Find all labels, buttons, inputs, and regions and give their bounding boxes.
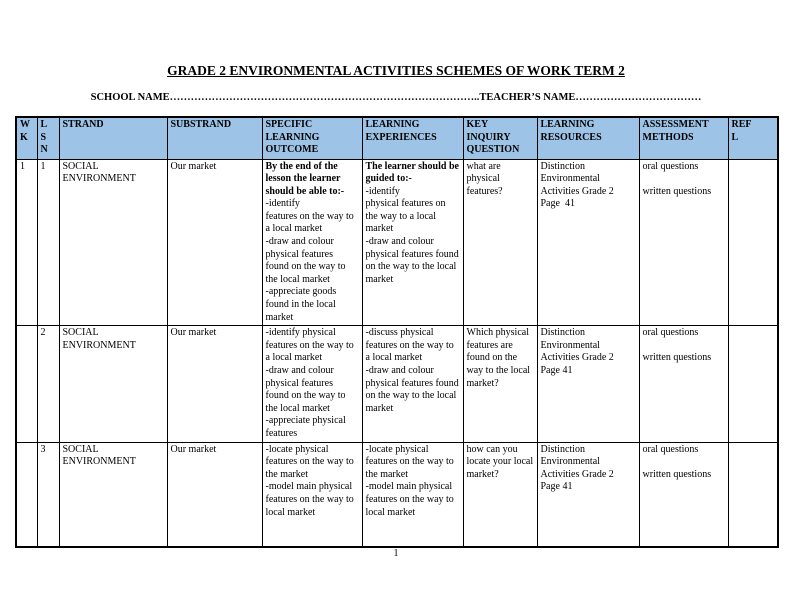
col-header-lsn: L S N — [36, 116, 60, 160]
cell-learning-resources: Distinction Environmental Activities Gra… — [536, 325, 640, 443]
table-header-row: W K L S N STRAND SUBSTRAND SPECIFIC LEAR… — [15, 116, 779, 160]
cell-specific-learning-outcome: By the end of the lesson the learner sho… — [261, 158, 363, 327]
cell-learning-resources: Distinction Environmental Activities Gra… — [536, 158, 640, 327]
cell-key-inquiry-question: what are physical features? — [462, 158, 538, 327]
cell-lsn: 2 — [36, 325, 60, 443]
cell-refl — [727, 158, 779, 327]
cell-refl — [727, 325, 779, 443]
schemes-of-work-table: W K L S N STRAND SUBSTRAND SPECIFIC LEAR… — [15, 116, 779, 549]
cell-lsn: 1 — [36, 158, 60, 327]
cell-wk — [15, 325, 38, 443]
outcome-body: -locate physical features on the way to … — [265, 443, 354, 518]
experiences-body: -identify physical features on the way t… — [365, 185, 459, 285]
experiences-body: -locate physical features on the way to … — [365, 443, 454, 518]
cell-assessment-methods: oral questions written questions — [638, 441, 729, 548]
page-title: GRADE 2 ENVIRONMENTAL ACTIVITIES SCHEMES… — [167, 63, 625, 78]
experiences-intro: The learner should be guided to:- — [365, 160, 459, 185]
cell-assessment-methods: oral questions written questions — [638, 158, 729, 327]
cell-learning-experiences: -discuss physical features on the way to… — [361, 325, 464, 443]
school-teacher-name-line: SCHOOL NAME……………………………………………………………………………… — [90, 92, 702, 103]
cell-key-inquiry-question: how can you locate your local market? — [462, 441, 538, 548]
col-header-strand: STRAND — [58, 116, 168, 160]
cell-assessment-methods: oral questions written questions — [638, 325, 729, 443]
cell-substrand: Our market — [166, 158, 263, 327]
cell-specific-learning-outcome: -locate physical features on the way to … — [261, 441, 363, 548]
col-header-assessment-methods: ASSESSMENT METHODS — [638, 116, 729, 160]
cell-lsn: 3 — [36, 441, 60, 548]
table-row: 2 SOCIAL ENVIRONMENT Our market -identif… — [15, 325, 779, 443]
col-header-learning-resources: LEARNING RESOURCES — [536, 116, 640, 160]
cell-wk — [15, 441, 38, 548]
col-header-specific-learning-outcome: SPECIFIC LEARNING OUTCOME — [261, 116, 363, 160]
col-header-wk: W K — [15, 116, 38, 160]
outcome-body: -identify physical features on the way t… — [265, 327, 354, 439]
cell-strand: SOCIAL ENVIRONMENT — [58, 441, 168, 548]
col-header-substrand: SUBSTRAND — [166, 116, 263, 160]
cell-learning-experiences: -locate physical features on the way to … — [361, 441, 464, 548]
table-row: 1 1 SOCIAL ENVIRONMENT Our market By the… — [15, 158, 779, 327]
table-row: 3 SOCIAL ENVIRONMENT Our market -locate … — [15, 441, 779, 548]
cell-substrand: Our market — [166, 441, 263, 548]
cell-learning-experiences: The learner should be guided to:- -ident… — [361, 158, 464, 327]
cell-refl — [727, 441, 779, 548]
page-number: 1 — [393, 548, 399, 559]
cell-learning-resources: Distinction Environmental Activities Gra… — [536, 441, 640, 548]
cell-key-inquiry-question: Which physical features are found on the… — [462, 325, 538, 443]
cell-specific-learning-outcome: -identify physical features on the way t… — [261, 325, 363, 443]
cell-strand: SOCIAL ENVIRONMENT — [58, 158, 168, 327]
cell-strand: SOCIAL ENVIRONMENT — [58, 325, 168, 443]
outcome-intro: By the end of the lesson the learner sho… — [265, 160, 345, 197]
experiences-body: -discuss physical features on the way to… — [365, 327, 459, 414]
col-header-learning-experiences: LEARNING EXPERIENCES — [361, 116, 464, 160]
cell-substrand: Our market — [166, 325, 263, 443]
col-header-refl: REF L — [727, 116, 779, 160]
outcome-body: -identify features on the way to a local… — [265, 198, 354, 323]
cell-wk: 1 — [15, 158, 38, 327]
col-header-key-inquiry-question: KEY INQUIRY QUESTION — [462, 116, 538, 160]
